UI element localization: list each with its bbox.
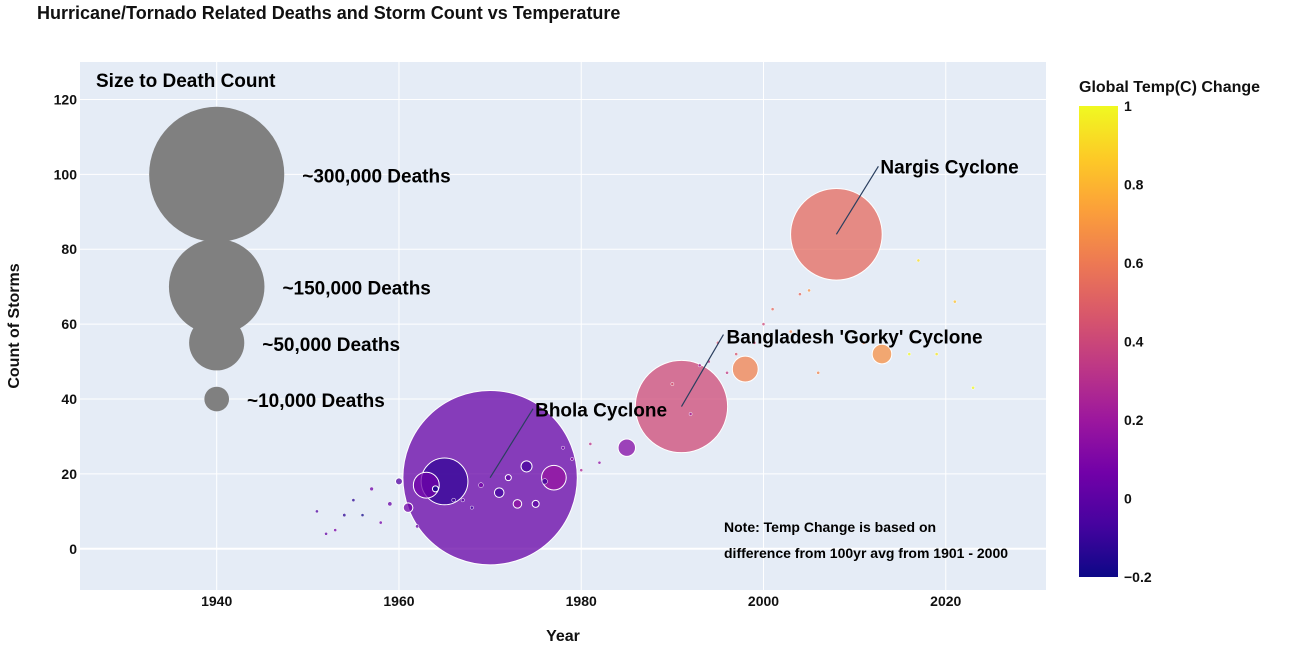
y-tick-label: 80 [61,241,77,257]
data-point [369,486,374,492]
size-legend-label: ~300,000 Deaths [302,166,450,187]
data-point [415,524,420,529]
data-point [541,464,567,491]
size-legend-circle [189,315,245,371]
data-point [861,341,866,345]
data-point [731,355,759,383]
annotation-label: Bangladesh 'Gorky' Cyclone [726,328,982,349]
annotation-arrow [489,408,534,478]
data-point [324,531,328,536]
data-point [697,363,702,368]
y-tick-label: 0 [69,541,77,557]
chart-title: Hurricane/Tornado Related Deaths and Sto… [37,3,621,23]
x-tick-label: 1980 [566,593,597,609]
data-point [333,528,338,532]
data-point [752,341,757,345]
colorbar-tick-label: 0.8 [1124,177,1144,193]
colorbar-tick-label: 0.4 [1124,334,1144,350]
data-point [378,520,383,525]
size-legend-circle [168,238,265,335]
data-point [871,343,893,365]
y-tick-label: 100 [54,166,78,182]
data-point [520,460,533,473]
data-point [342,513,347,518]
colorbar [1079,106,1118,577]
data-point [953,299,957,304]
size-legend-label: ~150,000 Deaths [282,279,430,300]
data-point [770,307,775,311]
data-point [798,292,802,297]
data-point [725,370,729,375]
data-point [816,370,821,375]
x-tick-label: 2000 [748,593,779,609]
data-point [531,499,540,508]
data-point [971,385,975,390]
data-point [570,457,574,461]
size-legend-circle [204,386,230,412]
y-tick-label: 40 [61,391,77,407]
annotation-arrow [680,334,724,407]
data-point [688,412,693,416]
annotation-arrow [835,165,879,235]
size-legend-label: ~10,000 Deaths [247,391,385,412]
colorbar-tick-label: 0 [1124,491,1132,507]
data-point [579,468,584,473]
data-point [387,501,393,507]
colorbar-tick-label: 1 [1124,98,1132,114]
data-point [734,352,739,356]
data-point [412,471,440,499]
size-legend-label: ~50,000 Deaths [262,335,400,356]
data-point [807,288,811,293]
size-legend-title: Size to Death Count [96,71,276,92]
size-legend-circle [149,106,285,242]
data-point [788,329,793,334]
data-point [916,258,921,263]
data-point [431,485,439,493]
data-point [351,498,356,503]
colorbar-tick-label: −0.2 [1124,569,1152,585]
data-point [504,474,512,482]
data-point [402,389,578,566]
data-point [934,352,939,356]
data-point [617,438,637,457]
x-tick-label: 1960 [383,593,414,609]
x-tick-label: 2020 [930,593,961,609]
colorbar-title: Global Temp(C) Change [1079,79,1260,96]
x-tick-label: 1940 [201,593,232,609]
data-point [478,482,484,488]
data-point [541,478,548,485]
data-point [597,460,602,465]
data-point [451,497,456,503]
annotation-label: Bhola Cyclone [535,401,667,422]
colorbar-tick-label: 0.2 [1124,412,1144,428]
data-point [761,322,766,326]
data-point [394,477,403,486]
data-point [493,487,505,498]
data-point [907,352,912,356]
x-axis-title: Year [546,628,580,645]
data-point [469,505,474,510]
y-tick-label: 20 [61,466,77,482]
note-line: difference from 100yr avg from 1901 - 20… [724,545,1008,561]
data-point [588,442,593,446]
y-tick-label: 120 [54,91,78,107]
data-point [670,382,675,386]
data-point [402,502,414,513]
data-point [315,509,319,514]
annotation-label: Nargis Cyclone [880,157,1018,178]
data-point [512,499,523,509]
y-axis-title: Count of Storms [6,263,23,388]
data-point [360,513,365,517]
data-point [460,498,465,503]
colorbar-tick-label: 0.6 [1124,255,1144,271]
y-tick-label: 60 [61,316,77,332]
data-point [561,445,565,450]
note-line: Note: Temp Change is based on [724,519,936,535]
